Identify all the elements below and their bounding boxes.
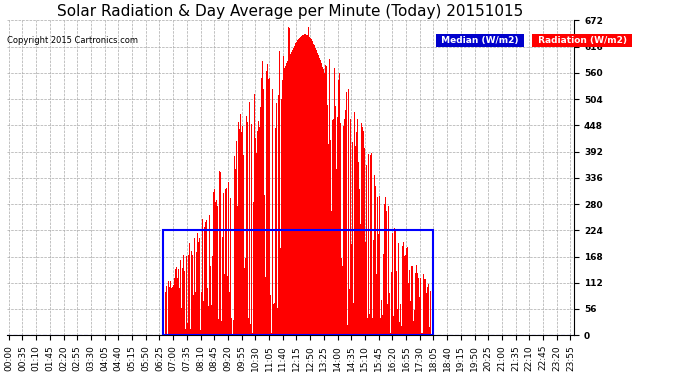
Text: Median (W/m2): Median (W/m2)	[438, 36, 522, 45]
Text: Copyright 2015 Cartronics.com: Copyright 2015 Cartronics.com	[7, 36, 138, 45]
Bar	[164, 230, 433, 335]
Title: Solar Radiation & Day Average per Minute (Today) 20151015: Solar Radiation & Day Average per Minute…	[57, 4, 524, 19]
Text: Radiation (W/m2): Radiation (W/m2)	[535, 36, 630, 45]
